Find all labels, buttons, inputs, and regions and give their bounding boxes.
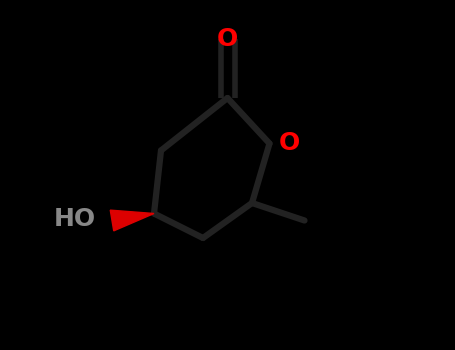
Text: O: O xyxy=(278,132,299,155)
Text: O: O xyxy=(217,27,238,50)
Text: HO: HO xyxy=(54,207,96,231)
Polygon shape xyxy=(110,210,154,231)
